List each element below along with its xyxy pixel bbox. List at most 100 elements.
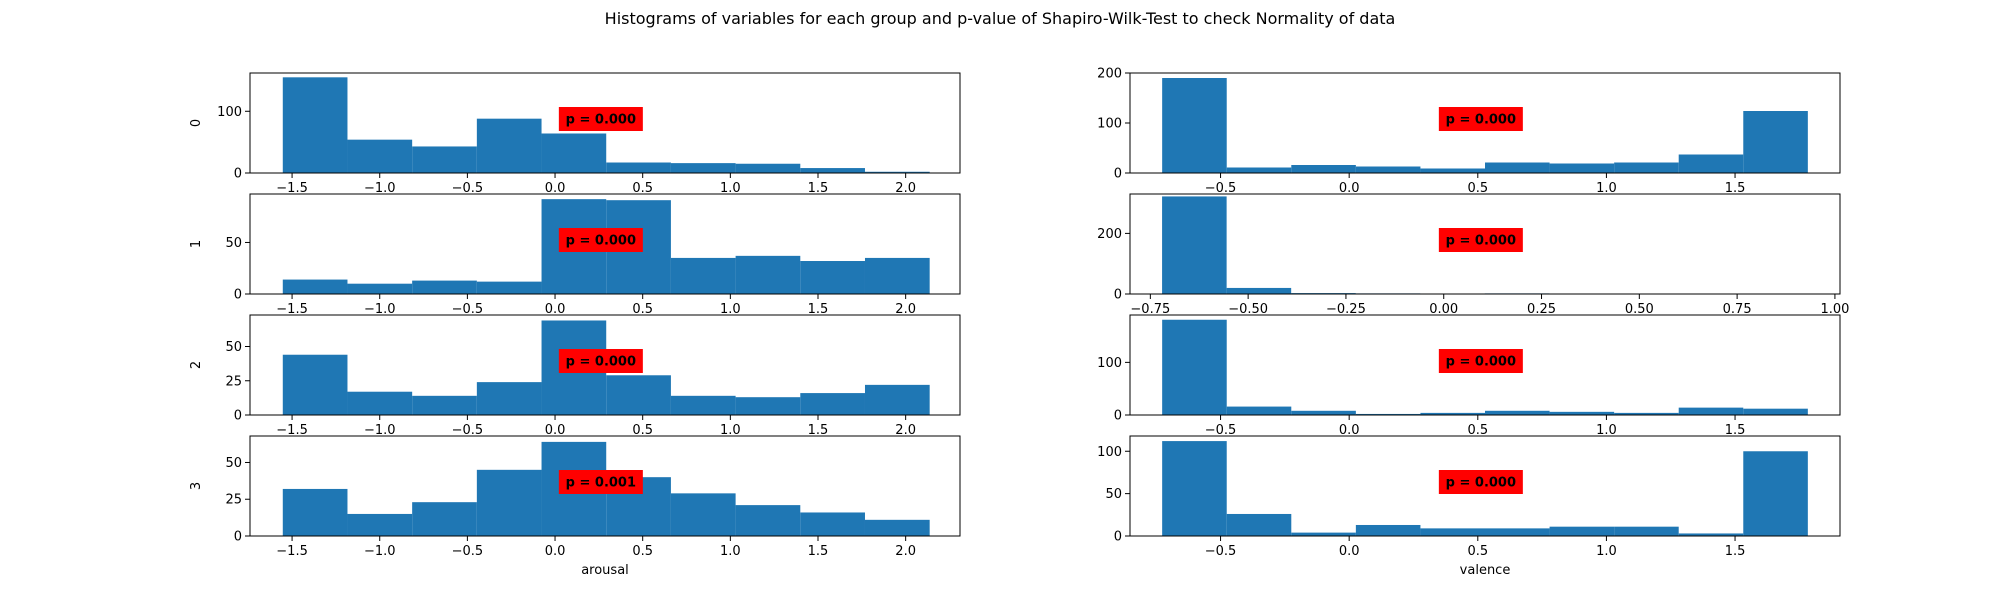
histogram-bar — [670, 163, 736, 173]
p-value-box — [558, 349, 643, 373]
subplot-grid: −1.5 −1.0 −0.5 0.0 0.5 1.0 1.5 2.0 0 100 0 p = 0.00… — [189, 67, 1849, 579]
histogram-bar — [670, 493, 736, 536]
p-value-label: p = 0.000 — [1446, 234, 1516, 249]
histogram-panel: −1.5 −1.0 −0.5 0.0 0.5 1.0 1.5 2.0 0 100 0 p = 0.00… — [189, 72, 961, 196]
histogram-bar — [412, 146, 477, 173]
y-tick-label: 50 — [1105, 487, 1122, 502]
x-tick-label: 0.25 — [1527, 302, 1556, 317]
histogram-bar — [800, 261, 865, 294]
x-tick-label: 0.00 — [1429, 302, 1458, 317]
x-tick-label: 0.0 — [545, 423, 566, 438]
histogram-bar — [1291, 410, 1356, 415]
y-tick-label: 0 — [1114, 530, 1122, 545]
x-tick-label: 0.0 — [1339, 181, 1360, 196]
y-tick-label: 100 — [1097, 356, 1122, 371]
y-tick-label: 100 — [1097, 445, 1122, 460]
x-tick-label: 1.0 — [1596, 181, 1617, 196]
x-tick-label: 0.0 — [545, 544, 566, 559]
y-tick-label: 200 — [1097, 67, 1122, 82]
p-value-label: p = 0.001 — [566, 476, 636, 491]
y-tick-label: 0 — [234, 167, 242, 182]
figure-title: Histograms of variables for each group a… — [605, 9, 1396, 28]
x-tick-label: 1.5 — [1725, 423, 1746, 438]
y-axis-label: 2 — [189, 361, 204, 369]
x-tick-label: −0.5 — [1205, 544, 1237, 559]
histogram-bar — [864, 519, 930, 536]
histogram-bar — [800, 168, 865, 173]
x-tick-label: −0.5 — [1205, 181, 1237, 196]
histogram-bar — [606, 162, 671, 173]
axes-frame — [1129, 435, 1841, 537]
x-tick-label: 0.75 — [1723, 302, 1752, 317]
x-tick-label: −0.5 — [452, 423, 484, 438]
p-value-label: p = 0.000 — [566, 234, 636, 249]
x-tick-label: 1.0 — [1596, 423, 1617, 438]
x-tick-label: 0.5 — [632, 302, 653, 317]
x-tick-label: −0.5 — [452, 544, 484, 559]
histogram-bar — [1485, 410, 1550, 415]
x-tick-label: 2.0 — [895, 423, 916, 438]
x-tick-label: 1.0 — [720, 302, 741, 317]
x-tick-label: 0.0 — [1339, 423, 1360, 438]
x-tick-label: −0.5 — [1205, 423, 1237, 438]
x-tick-label: 0.50 — [1625, 302, 1654, 317]
histogram-bar — [1162, 196, 1227, 294]
y-tick-label: 0 — [1114, 167, 1122, 182]
x-tick-label: 1.5 — [808, 302, 829, 317]
histogram-bar — [864, 257, 930, 294]
x-tick-label: −1.0 — [364, 181, 396, 196]
axes-frame — [249, 435, 961, 537]
histogram-bar — [282, 354, 348, 415]
x-tick-label: 1.5 — [808, 423, 829, 438]
histogram-bar — [1743, 408, 1808, 415]
histogram-bar — [1743, 111, 1808, 173]
p-value-label: p = 0.000 — [1446, 355, 1516, 370]
x-tick-label: 0.0 — [545, 181, 566, 196]
histogram-bar — [541, 133, 607, 173]
histogram-panel: −1.5 −1.0 −0.5 0.0 0.5 1.0 1.5 2.0 0 50 1 p = 0.000 — [189, 193, 961, 317]
x-tick-label: 1.0 — [720, 544, 741, 559]
x-tick-label: −1.0 — [364, 544, 396, 559]
histogram-panel: −0.5 0.0 0.5 1.0 1.5 0 50 100 valence p = 0.000 — [1097, 435, 1841, 578]
x-tick-label: 1.00 — [1820, 302, 1849, 317]
histogram-panel: −0.75 −0.50 −0.25 0.00 0.25 0.50 0.75 1.00 0 200 p… — [1097, 193, 1849, 317]
x-tick-label: 1.5 — [1725, 544, 1746, 559]
histogram-panel: −0.5 0.0 0.5 1.0 1.5 0 100 200 p = 0.000 — [1097, 67, 1841, 196]
axes-frame — [1129, 314, 1841, 416]
histogram-bar — [476, 469, 542, 536]
y-tick-label: 25 — [225, 374, 242, 389]
histogram-bar — [864, 384, 930, 415]
x-tick-label: 1.0 — [1596, 544, 1617, 559]
x-axis-label: arousal — [581, 563, 629, 578]
y-tick-label: 100 — [217, 105, 242, 120]
axes-frame — [1129, 193, 1841, 295]
y-axis-label: 0 — [189, 119, 204, 127]
p-value-label: p = 0.000 — [566, 113, 636, 128]
p-value-box — [1438, 470, 1523, 494]
x-tick-label: −1.5 — [276, 544, 308, 559]
x-tick-label: 1.5 — [808, 544, 829, 559]
axes-frame — [249, 72, 961, 174]
histogram-bar — [670, 257, 736, 294]
histogram-bar — [1549, 526, 1615, 536]
histogram-bar — [800, 512, 865, 536]
histogram-bar — [670, 395, 736, 415]
x-tick-label: 1.5 — [808, 181, 829, 196]
p-value-box — [558, 107, 643, 131]
x-tick-label: 1.0 — [720, 423, 741, 438]
histogram-bar — [1549, 163, 1615, 173]
histogram-bar — [735, 163, 801, 173]
histogram-bar — [347, 139, 413, 173]
histogram-bar — [1678, 533, 1744, 536]
histogram-bar — [1614, 162, 1679, 173]
y-tick-label: 25 — [225, 493, 242, 508]
histogram-bar — [1162, 441, 1227, 536]
histogram-bar — [1226, 513, 1292, 536]
x-tick-label: 0.0 — [545, 302, 566, 317]
histogram-bar — [1420, 412, 1485, 415]
y-tick-label: 50 — [225, 340, 242, 355]
x-tick-label: 2.0 — [895, 544, 916, 559]
x-tick-label: −1.5 — [276, 181, 308, 196]
x-tick-label: 2.0 — [895, 302, 916, 317]
